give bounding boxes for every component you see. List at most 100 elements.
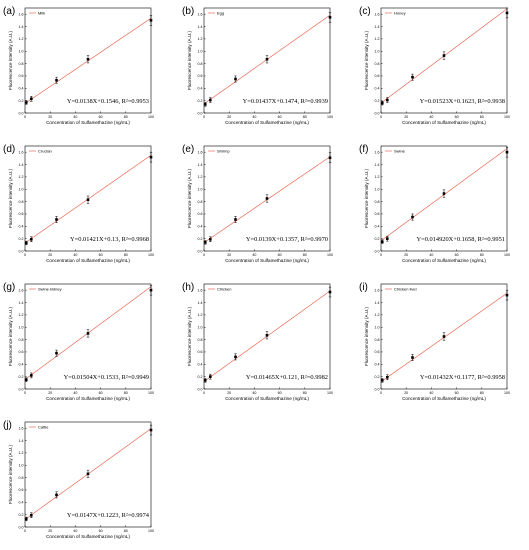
data-point [209, 237, 212, 241]
data-point [380, 240, 384, 244]
y-tick-label: 0.8 [19, 476, 24, 480]
y-tick-label: 0.6 [375, 212, 380, 216]
y-tick-label: 0.2 [19, 375, 24, 379]
y-tick-label: 0.8 [19, 200, 24, 204]
data-point [380, 379, 384, 382]
y-tick-label: 0.0 [375, 249, 380, 253]
y-axis-title: Fluorescence intensity (A.U.) [187, 31, 192, 90]
data-point [209, 98, 212, 102]
x-axis-title: Concentration of Sulfamethazine (ng/mL) [402, 258, 486, 263]
x-tick-label: 100 [148, 529, 154, 533]
x-tick-label: 80 [303, 253, 307, 257]
x-tick-label: 0 [380, 115, 382, 119]
legend-label: Crucian [38, 148, 52, 153]
data-point [386, 98, 389, 102]
x-tick-label: 100 [148, 253, 154, 257]
data-point [380, 101, 384, 105]
y-tick-label: 0.2 [375, 375, 380, 379]
plot-frame [380, 145, 508, 252]
y-tick-label: 0.8 [19, 62, 24, 66]
data-point [386, 237, 389, 240]
y-tick-label: 1.6 [19, 12, 24, 16]
y-tick-label: 0.6 [19, 350, 24, 354]
panel-letter: (e) [182, 144, 194, 155]
plot-frame [380, 7, 508, 114]
data-point [411, 215, 414, 219]
x-tick-label: 0 [380, 391, 382, 395]
x-tick-label: 0 [203, 391, 205, 395]
x-tick-label: 100 [327, 115, 333, 119]
y-tick-label: 1.0 [375, 50, 380, 54]
panel-f: (f) 0 20 40 60 80 100 0.0 0.2 0.4 0.6 0.8 1.0 1.2 1.4 1… [359, 144, 510, 263]
y-tick-label: 1.4 [375, 25, 380, 29]
y-tick-label: 1.6 [19, 426, 24, 430]
x-tick-label: 40 [73, 529, 77, 533]
x-tick-label: 20 [48, 253, 52, 257]
y-axis-title: Fluorescence intensity (A.U.) [364, 31, 369, 90]
data-point [209, 375, 212, 378]
x-tick-label: 20 [227, 391, 231, 395]
y-tick-label: 1.4 [198, 163, 203, 167]
y-tick-label: 1.2 [375, 175, 380, 179]
regression-equation: Y=0.01523X+0.1623, R²=0.9938 [420, 98, 505, 105]
y-tick-label: 1.0 [375, 188, 380, 192]
data-point [55, 78, 58, 82]
plot-frame [24, 7, 152, 114]
x-tick-label: 80 [124, 391, 128, 395]
y-tick-label: 0.6 [19, 212, 24, 216]
y-tick-label: 1.4 [375, 163, 380, 167]
x-tick-label: 20 [404, 391, 408, 395]
panel-letter: (g) [3, 282, 15, 293]
y-tick-label: 1.6 [375, 288, 380, 292]
y-tick-label: 0.6 [19, 488, 24, 492]
y-tick-label: 0.0 [19, 249, 24, 253]
data-point [30, 97, 33, 101]
y-tick-label: 1.2 [375, 313, 380, 317]
x-tick-label: 60 [99, 115, 103, 119]
y-tick-label: 1.0 [19, 188, 24, 192]
y-tick-label: 0.8 [375, 338, 380, 342]
panel-g: (g) 0 20 40 60 80 100 0.0 0.2 0.4 0.6 0.8 1.0 1.2 1.4 1… [3, 282, 154, 401]
plot-frame [203, 283, 331, 390]
x-tick-label: 80 [303, 391, 307, 395]
x-tick-label: 60 [99, 253, 103, 257]
x-tick-label: 0 [203, 253, 205, 257]
panel-a: (a) 0 20 40 60 80 100 0.0 0.2 0.4 0.6 0.8 1.0 1.2 1.4 1… [3, 6, 154, 125]
y-tick-label: 1.2 [198, 313, 203, 317]
panel-b: (b) 0 20 40 60 80 100 0.0 0.2 0.4 0.6 0.8 1.0 1.2 1.4 1… [182, 6, 333, 125]
regression-equation: Y=0.01465X+0.121, R²=0.9982 [246, 374, 328, 381]
y-tick-label: 0.6 [198, 74, 203, 78]
y-tick-label: 0.8 [198, 62, 203, 66]
panel-d: (d) 0 20 40 60 80 100 0.0 0.2 0.4 0.6 0.8 1.0 1.2 1.4 1… [3, 144, 154, 263]
y-tick-label: 0.6 [19, 74, 24, 78]
y-tick-label: 0.2 [19, 99, 24, 103]
y-tick-label: 0.4 [19, 87, 24, 91]
x-tick-label: 80 [480, 391, 484, 395]
x-tick-label: 20 [404, 253, 408, 257]
y-axis-title: Fluorescence intensity (A.U.) [364, 307, 369, 366]
x-tick-label: 0 [24, 253, 26, 257]
regression-equation: Y=0.0138X+0.1546, R²=0.9953 [67, 98, 149, 105]
regression-equation: Y=0.01432X+0.1177, R²=0.9958 [420, 374, 505, 381]
data-point [234, 355, 237, 359]
x-axis-title: Concentration of Sulfamethazine (ng/mL) [46, 258, 130, 263]
y-tick-label: 0.2 [19, 513, 24, 517]
legend-label: Shrimp [217, 148, 230, 153]
plot-frame [24, 145, 152, 252]
y-tick-label: 0.2 [198, 375, 203, 379]
x-axis-title: Concentration of Sulfamethazine (ng/mL) [225, 396, 309, 401]
x-tick-label: 20 [48, 529, 52, 533]
x-tick-label: 0 [24, 115, 26, 119]
data-point [30, 374, 33, 377]
data-point [505, 293, 509, 297]
x-tick-label: 60 [455, 253, 459, 257]
legend-label: Swine [394, 148, 406, 153]
panel-letter: (h) [182, 282, 194, 293]
plot-frame [380, 283, 508, 390]
panel-letter: (i) [359, 282, 368, 293]
x-tick-label: 40 [252, 253, 256, 257]
y-tick-label: 0.0 [198, 111, 203, 115]
y-tick-label: 0.4 [198, 87, 203, 91]
x-tick-label: 20 [227, 115, 231, 119]
